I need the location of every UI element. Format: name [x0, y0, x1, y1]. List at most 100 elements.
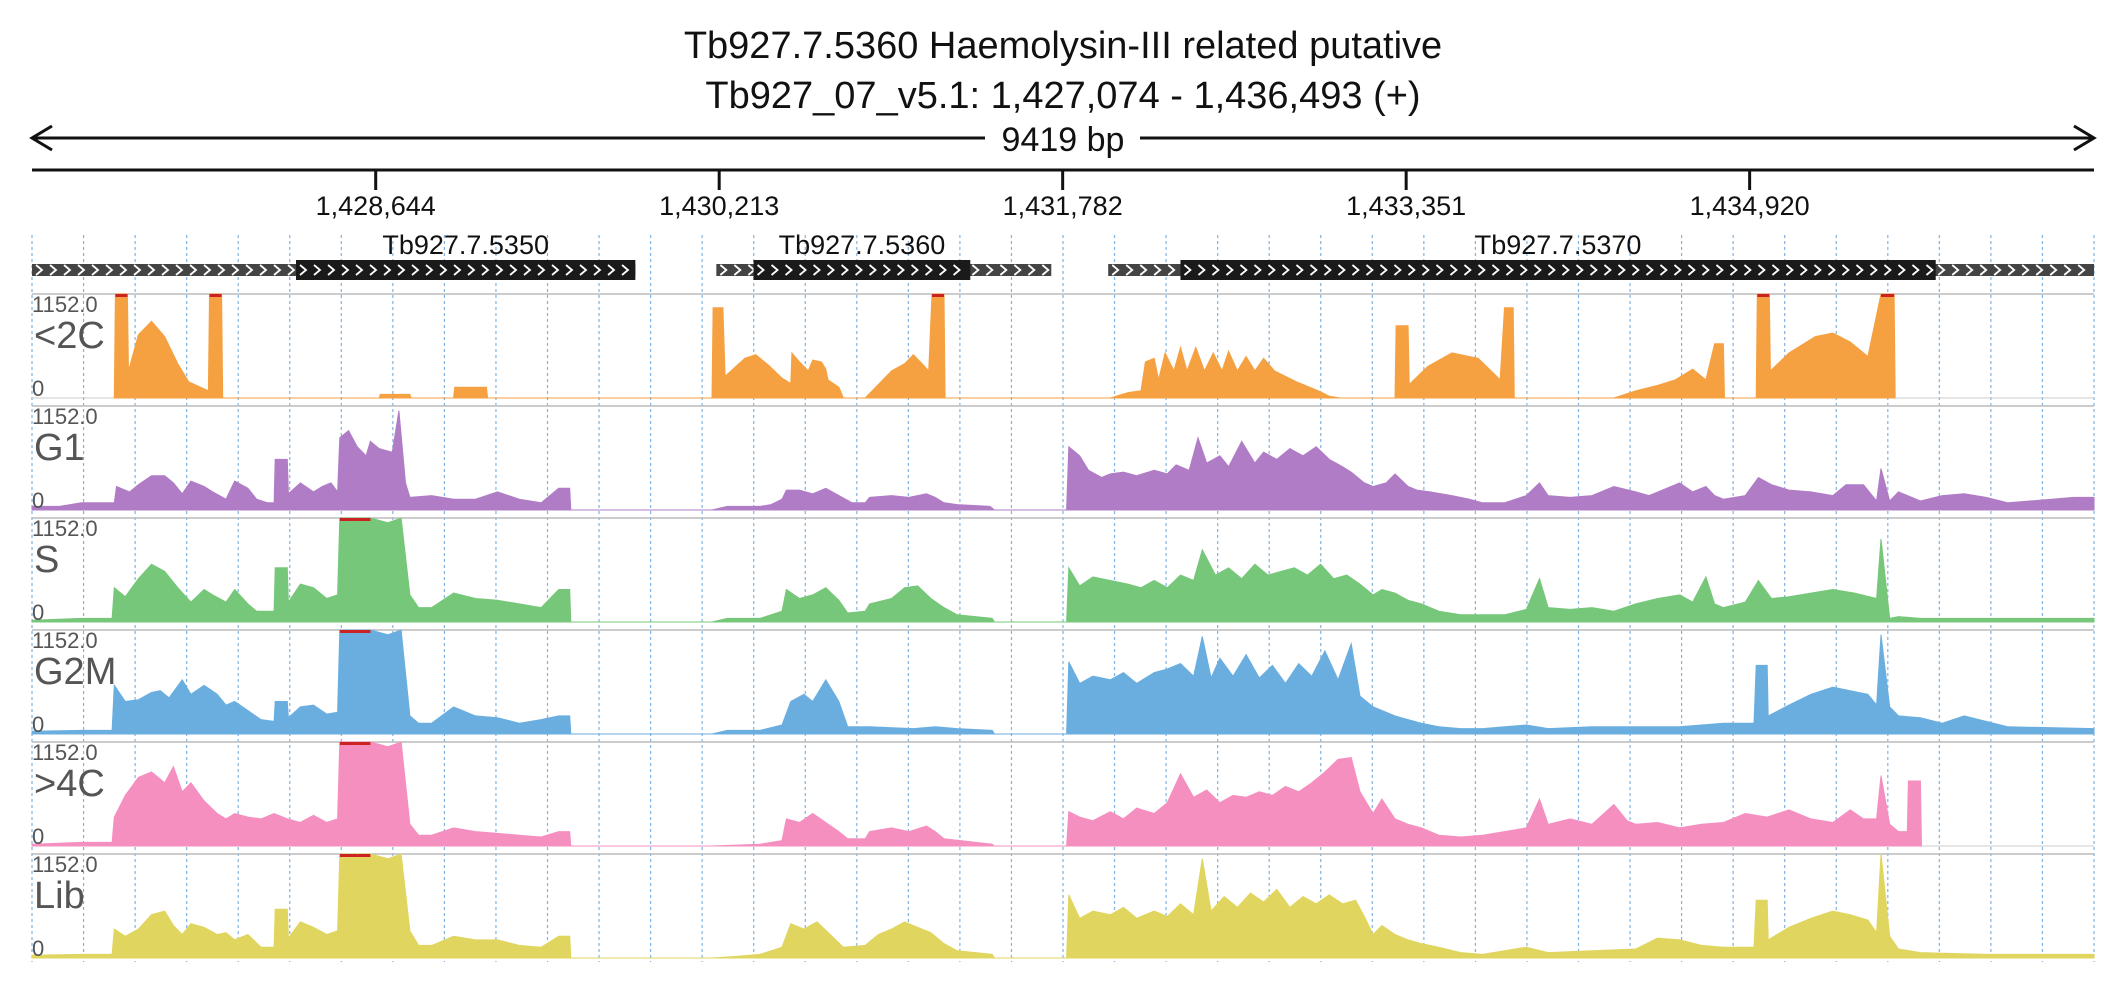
gene-cds-arrows-2-chevron — [1743, 264, 1752, 276]
gene-utr-arrows-0-chevron — [175, 264, 184, 276]
gene-cds-arrows-2-chevron — [1407, 264, 1416, 276]
gene-cds-arrows-0-chevron — [565, 264, 574, 276]
gene-cds-arrows-0-chevron — [411, 264, 420, 276]
ruler-tick-label-2: 1,431,782 — [1003, 191, 1123, 221]
gene-cds-arrows-1-chevron — [924, 264, 933, 276]
gene-cds-arrows-2-chevron — [1673, 264, 1682, 276]
gene-label-1: Tb927.7.5360 — [779, 230, 946, 260]
gene-utr-arrows-2-chevron — [1979, 264, 1988, 276]
gene-cds-arrows-1-chevron — [798, 264, 807, 276]
gene-cds-arrows-1-chevron — [826, 264, 835, 276]
gene-utr-arrows-1-chevron — [971, 264, 980, 276]
span-arrow: 9419 bp — [29, 121, 2097, 159]
gene-utr-arrows-0-chevron — [133, 264, 142, 276]
gene-cds-arrows-0-chevron — [509, 264, 518, 276]
gene-cds-arrows-2-chevron — [1827, 264, 1836, 276]
gene-utr-arrows-2-chevron — [1111, 264, 1120, 276]
gene-utr-arrows-0-chevron — [91, 264, 100, 276]
gene-cds-arrows-2-chevron — [1309, 264, 1318, 276]
span-length-label: 9419 bp — [1002, 121, 1125, 159]
gene-cds-arrows-2 — [1183, 264, 1934, 276]
gene-cds-arrows-2-chevron — [1883, 264, 1892, 276]
gene-cds-arrows-0-chevron — [383, 264, 392, 276]
gene-utr-arrows-0-chevron — [147, 264, 156, 276]
span-arrow-right-head — [2073, 124, 2097, 152]
gene-cds-arrows-2-chevron — [1449, 264, 1458, 276]
gene-utr-arrows-0-chevron — [105, 264, 114, 276]
gene-cds-arrows-2-chevron — [1211, 264, 1220, 276]
ruler-ticks: 1,428,644 1,430,213 1,431,782 1,433,351 1,43… — [316, 170, 1810, 221]
gene-utr-arrows-1-chevron — [1041, 264, 1050, 276]
gene-utr-arrows-0-chevron — [49, 264, 58, 276]
track-1: 1152.0 0 G1 — [31, 404, 2095, 513]
gene-cds-arrows-1-chevron — [840, 264, 849, 276]
gene-cds-arrows-2-chevron — [1715, 264, 1724, 276]
gene-cds-arrows-2-chevron — [1197, 264, 1206, 276]
gene-cds-arrows-0-chevron — [537, 264, 546, 276]
gene-cds-arrows-0-chevron — [369, 264, 378, 276]
gene-cds-arrows-2-chevron — [1813, 264, 1822, 276]
gene-cds-arrows-2-chevron — [1421, 264, 1430, 276]
gene-cds-arrows-2-chevron — [1435, 264, 1444, 276]
ruler-tick-label-0: 1,428,644 — [316, 191, 436, 221]
gene-cds-arrows-0-chevron — [425, 264, 434, 276]
gene-cds-arrows-1-chevron — [868, 264, 877, 276]
gene-cds-arrows-2-chevron — [1617, 264, 1626, 276]
gene-utr-arrows-0-chevron — [119, 264, 128, 276]
chart-title-line2: Tb927_07_v5.1: 1,427,074 - 1,436,493 (+) — [705, 75, 1420, 117]
gene-cds-arrows-1-chevron — [784, 264, 793, 276]
gene-utr-arrows-2-chevron — [1139, 264, 1148, 276]
span-arrow-left-head — [29, 124, 53, 152]
track-name-0: <2C — [34, 315, 105, 357]
gene-cds-arrows-1 — [756, 264, 961, 276]
gene-cds-arrows-2-chevron — [1925, 264, 1934, 276]
gene-cds-arrows-1-chevron — [896, 264, 905, 276]
gene-label-2: Tb927.7.5370 — [1475, 230, 1642, 260]
gene-cds-arrows-1-chevron — [770, 264, 779, 276]
track-3: 1152.0 0 G2M — [31, 628, 2095, 737]
gene-cds-arrows-2-chevron — [1631, 264, 1640, 276]
gene-cds-arrows-0 — [299, 264, 630, 276]
track-0: 1152.0 0 <2C — [32, 292, 2094, 401]
gene-cds-arrows-0-chevron — [593, 264, 602, 276]
coverage-area-2 — [31, 517, 2095, 623]
track-2: 1152.0 0 S — [31, 516, 2095, 625]
gene-utr-arrows-2-chevron — [1993, 264, 2002, 276]
gene-cds-arrows-2-chevron — [1183, 264, 1192, 276]
clip-mark-5-27 — [357, 854, 371, 857]
track-ymax-label-2: 1152.0 — [32, 516, 98, 541]
clip-mark-0-2 — [115, 294, 128, 297]
gene-cds-arrows-0-chevron — [467, 264, 476, 276]
gene-cds-arrows-2-chevron — [1855, 264, 1864, 276]
clip-mark-5-26 — [339, 854, 358, 857]
gene-cds-arrows-2-chevron — [1225, 264, 1234, 276]
clip-mark-0-96 — [1757, 294, 1770, 297]
gene-cds-arrows-2-chevron — [1575, 264, 1584, 276]
ruler-tick-label-1: 1,430,213 — [659, 191, 779, 221]
track-5: 1152.0 0 Lib — [31, 852, 2095, 961]
track-name-5: Lib — [34, 875, 85, 917]
gene-utr-arrows-2-chevron — [1153, 264, 1162, 276]
gene-cds-arrows-2-chevron — [1337, 264, 1346, 276]
gene-utr-arrows-0-chevron — [63, 264, 72, 276]
gene-cds-0 — [296, 260, 636, 280]
clip-mark-4-25 — [357, 742, 371, 745]
gene-cds-arrows-2-chevron — [1379, 264, 1388, 276]
gene-cds-arrows-2-chevron — [1869, 264, 1878, 276]
gene-cds-arrows-0-chevron — [579, 264, 588, 276]
gene-cds-arrows-0-chevron — [523, 264, 532, 276]
gene-cds-arrows-1-chevron — [756, 264, 765, 276]
gene-cds-arrows-2-chevron — [1799, 264, 1808, 276]
gene-cds-arrows-2-chevron — [1239, 264, 1248, 276]
gene-cds-arrows-2-chevron — [1659, 264, 1668, 276]
gene-utr-arrows-0-chevron — [35, 264, 44, 276]
gene-utr-arrows-1-chevron — [733, 264, 742, 276]
gene-utr-arrows-2-chevron — [2049, 264, 2058, 276]
gene-cds-arrows-2-chevron — [1757, 264, 1766, 276]
gene-utr-arrows-1-chevron — [1013, 264, 1022, 276]
gene-cds-arrows-2-chevron — [1463, 264, 1472, 276]
gene-cds-arrows-2-chevron — [1477, 264, 1486, 276]
gene-cds-arrows-2-chevron — [1323, 264, 1332, 276]
gene-utr-arrows-2-chevron — [2035, 264, 2044, 276]
